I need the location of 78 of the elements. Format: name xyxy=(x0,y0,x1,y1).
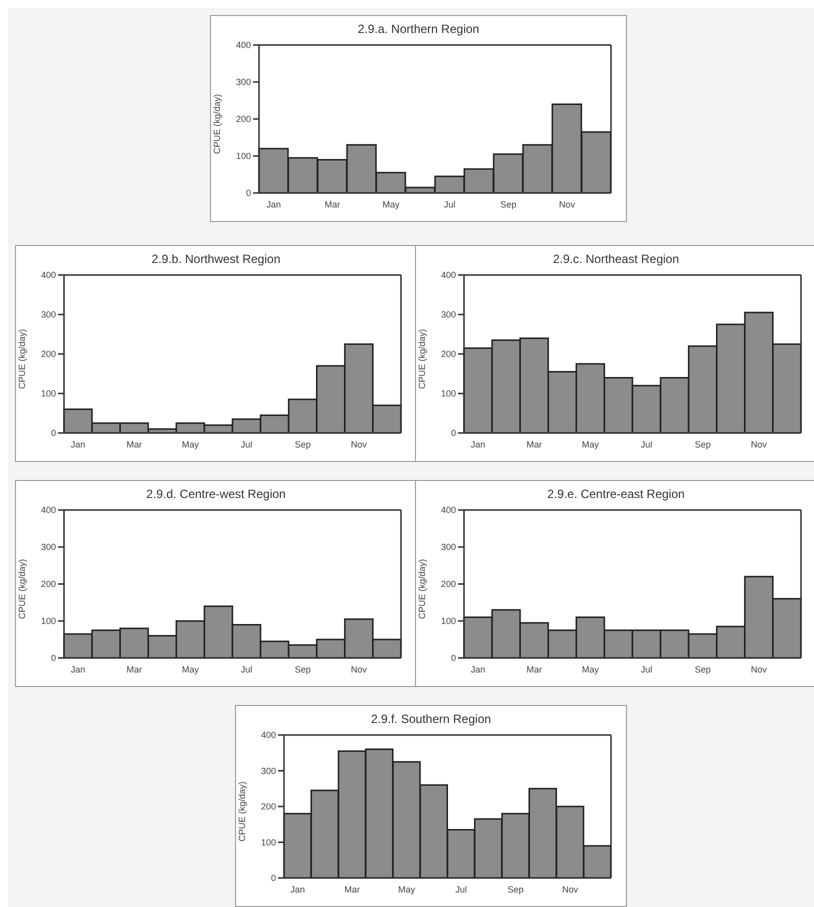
x-tick-label: Jul xyxy=(240,439,252,450)
x-tick-label: May xyxy=(582,439,600,450)
x-tick-label: May xyxy=(398,884,416,894)
x-tick-label: May xyxy=(182,439,200,450)
x-tick-label: Jul xyxy=(640,664,652,674)
y-tick-label: 300 xyxy=(440,310,456,320)
x-tick-label: Sep xyxy=(694,439,711,450)
y-tick-label: 300 xyxy=(40,310,56,320)
x-tick-label: Sep xyxy=(294,439,311,450)
y-tick-label: 100 xyxy=(40,616,56,626)
y-tick-label: 100 xyxy=(40,388,56,399)
y-tick-label: 300 xyxy=(440,542,456,552)
y-tick-label: 0 xyxy=(450,653,456,664)
y-tick-label: 400 xyxy=(440,270,456,280)
y-axis-title: CPUE (kg/day) xyxy=(212,94,222,154)
y-tick-label: 200 xyxy=(440,349,456,360)
y-tick-label: 0 xyxy=(450,428,456,438)
y-tick-label: 300 xyxy=(236,77,251,88)
x-tick-label: Nov xyxy=(750,664,768,674)
y-axis-title: CPUE (kg/day) xyxy=(237,781,248,842)
y-axis-title: CPUE (kg/day) xyxy=(417,558,428,619)
y-tick-label: 200 xyxy=(440,579,456,590)
y-tick-label: 400 xyxy=(40,270,56,280)
y-tick-label: 400 xyxy=(236,40,251,50)
y-tick-label: 200 xyxy=(40,579,56,590)
x-tick-label: Mar xyxy=(344,884,360,894)
y-tick-label: 400 xyxy=(40,505,56,516)
x-tick-label: Nov xyxy=(750,439,768,450)
x-tick-label: Sep xyxy=(294,664,311,674)
chart-title: 2.9.f. Southern Region xyxy=(370,712,492,726)
y-tick-label: 200 xyxy=(260,802,276,812)
x-tick-label: Mar xyxy=(126,439,142,450)
x-tick-label: Jan xyxy=(470,439,486,450)
chart-title: 2.9.c. Northeast Region xyxy=(552,252,680,266)
y-tick-label: 300 xyxy=(260,766,276,776)
y-axis-title: CPUE (kg/day) xyxy=(17,328,28,389)
x-tick-label: Jul xyxy=(240,664,252,674)
y-tick-label: 100 xyxy=(236,151,251,162)
x-tick-label: Mar xyxy=(324,199,340,210)
x-tick-label: Nov xyxy=(558,199,576,210)
x-tick-label: Jan xyxy=(70,664,86,674)
y-axis-title: CPUE (kg/day) xyxy=(17,558,28,619)
y-tick-label: 300 xyxy=(40,542,56,552)
x-tick-label: May xyxy=(182,664,200,674)
chart-title: 2.9.a. Northern Region xyxy=(356,22,480,36)
x-tick-label: Jan xyxy=(290,884,305,894)
y-tick-label: 100 xyxy=(440,388,456,399)
x-tick-label: Sep xyxy=(694,664,711,674)
y-tick-label: 200 xyxy=(40,349,56,360)
x-tick-label: Jul xyxy=(444,199,456,210)
chart-title: 2.9.b. Northwest Region xyxy=(150,252,282,266)
y-tick-label: 0 xyxy=(246,188,251,198)
x-tick-label: Nov xyxy=(350,664,368,674)
x-tick-label: Nov xyxy=(562,884,579,894)
x-tick-label: Jan xyxy=(470,664,486,674)
x-tick-label: Sep xyxy=(500,199,516,210)
y-tick-label: 100 xyxy=(440,616,456,626)
y-tick-label: 400 xyxy=(260,730,276,740)
chart-title: 2.9.d. Centre-west Region xyxy=(145,487,287,501)
x-tick-label: Nov xyxy=(350,439,368,450)
x-tick-label: Sep xyxy=(508,884,524,894)
x-tick-label: Mar xyxy=(526,439,542,450)
chart-title: 2.9.e. Centre-east Region xyxy=(546,487,686,501)
x-tick-label: May xyxy=(582,664,600,674)
x-tick-label: Jan xyxy=(70,439,86,450)
y-tick-label: 200 xyxy=(236,114,251,124)
x-tick-label: Jan xyxy=(266,199,281,210)
y-tick-label: 0 xyxy=(50,428,56,438)
y-tick-label: 0 xyxy=(50,653,56,664)
x-tick-label: Mar xyxy=(526,664,542,674)
x-tick-label: Jul xyxy=(640,439,652,450)
y-tick-label: 100 xyxy=(260,837,276,848)
x-tick-label: Jul xyxy=(455,884,467,894)
x-tick-label: May xyxy=(382,199,400,210)
y-tick-label: 400 xyxy=(440,505,456,516)
y-tick-label: 0 xyxy=(270,873,276,884)
x-tick-label: Mar xyxy=(126,664,142,674)
y-axis-title: CPUE (kg/day) xyxy=(417,328,428,389)
